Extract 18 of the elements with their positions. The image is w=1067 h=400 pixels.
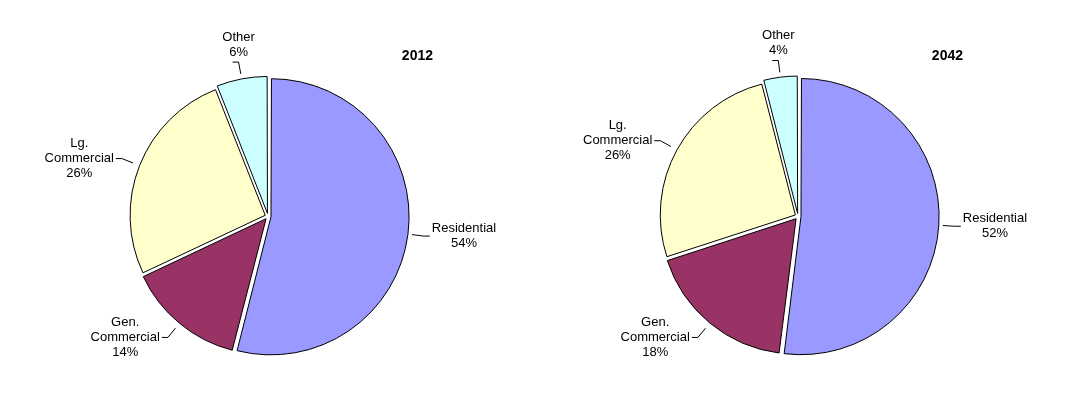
- slice-label: Residential: [962, 210, 1028, 226]
- data-label: 52%: [981, 225, 1009, 241]
- data-label: 26%: [604, 147, 632, 163]
- slice-label: Other: [222, 28, 256, 44]
- slice-label: Gen. Commercial: [620, 314, 690, 345]
- data-label: 54%: [451, 235, 478, 251]
- data-label: 26%: [66, 165, 93, 181]
- slice-label: Lg. Commercial: [582, 117, 653, 148]
- data-label: 18%: [642, 344, 669, 360]
- data-label: 4%: [768, 42, 789, 58]
- data-label: 14%: [112, 344, 139, 360]
- slice-label: Gen. Commercial: [90, 314, 160, 345]
- data-label: 6%: [229, 43, 249, 59]
- slice-label: Lg. Commercial: [44, 135, 115, 166]
- text: 2012: [401, 47, 434, 64]
- text: 2042: [931, 47, 964, 64]
- slice-label: Residential: [431, 220, 497, 236]
- slice-label: Other: [762, 27, 796, 43]
